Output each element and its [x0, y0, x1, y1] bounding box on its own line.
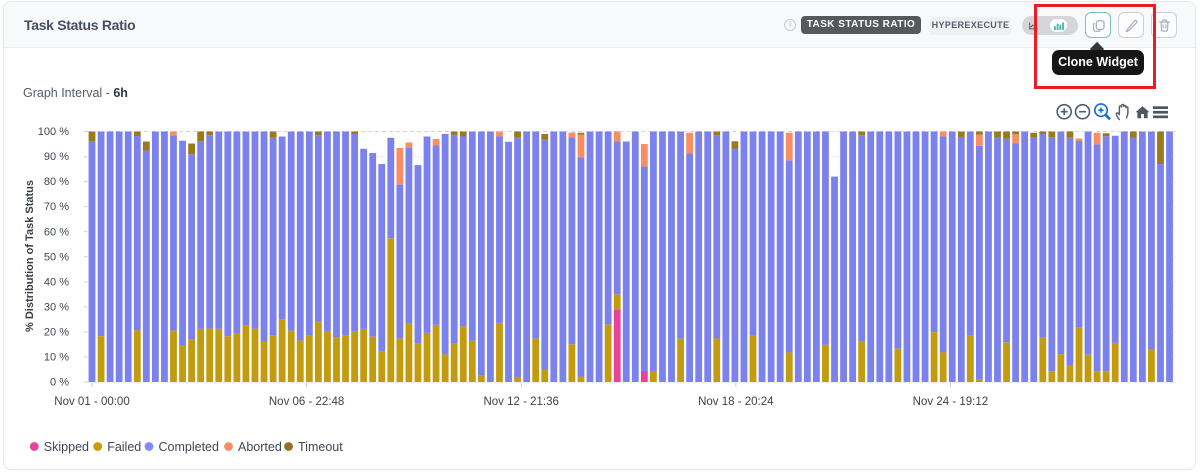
svg-text:70 %: 70 %	[44, 201, 69, 213]
svg-text:80 %: 80 %	[44, 176, 69, 188]
svg-text:Failed: Failed	[107, 440, 141, 454]
svg-text:Timeout: Timeout	[298, 440, 343, 454]
svg-text:50 %: 50 %	[44, 251, 69, 263]
svg-text:20 %: 20 %	[44, 327, 69, 339]
svg-text:40 %: 40 %	[44, 276, 69, 288]
svg-text:Nov 01 - 00:00: Nov 01 - 00:00	[54, 396, 129, 408]
svg-text:0 %: 0 %	[50, 377, 69, 389]
svg-text:90 %: 90 %	[44, 151, 69, 163]
svg-text:Nov 06 - 22:48: Nov 06 - 22:48	[269, 396, 344, 408]
svg-text:Nov 12 - 21:36: Nov 12 - 21:36	[483, 396, 558, 408]
svg-text:Aborted: Aborted	[238, 440, 282, 454]
svg-text:% Distribution of Task Status: % Distribution of Task Status	[24, 180, 36, 332]
svg-text:10 %: 10 %	[44, 352, 69, 364]
svg-text:Skipped: Skipped	[44, 440, 89, 454]
svg-text:30 %: 30 %	[44, 302, 69, 314]
svg-text:Nov 18 - 20:24: Nov 18 - 20:24	[698, 396, 774, 408]
svg-text:Completed: Completed	[159, 440, 219, 454]
svg-text:60 %: 60 %	[44, 226, 69, 238]
svg-text:100 %: 100 %	[38, 126, 69, 138]
svg-text:Nov 24 - 19:12: Nov 24 - 19:12	[913, 396, 988, 408]
